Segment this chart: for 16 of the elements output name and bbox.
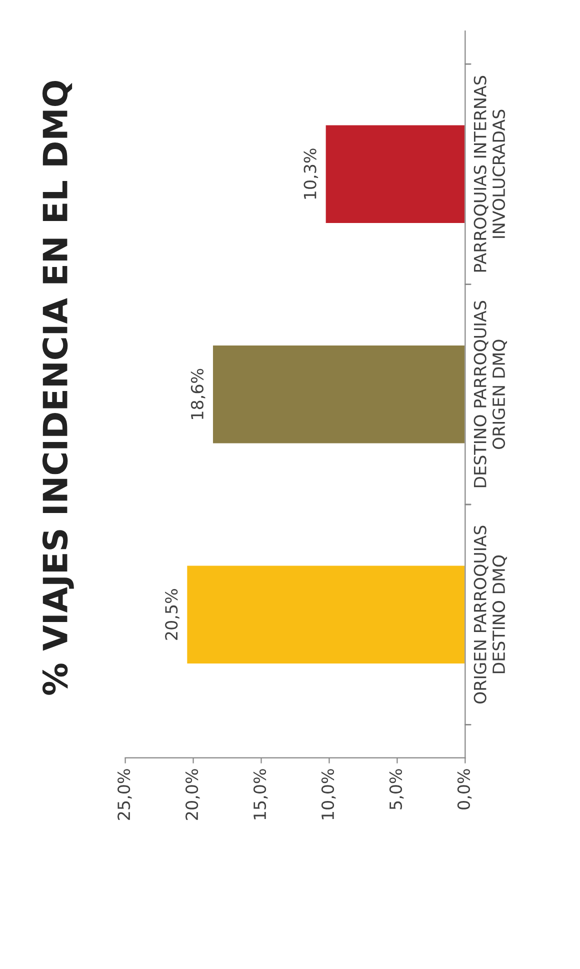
text: % VIAJES INCIDENCIA EN EL DMQ [42,80,74,695]
bar [186,564,466,665]
data-label: 18,6% [190,368,206,420]
data-label: 20,5% [165,589,180,640]
x-tick-label: 10,0% [321,769,336,820]
bar [212,344,466,445]
x-tick-label: 15,0% [253,769,268,820]
x-tick-label: 20,0% [185,769,200,820]
x-tick-label: 25,0% [118,769,132,820]
data-label: 10,3% [304,148,318,199]
y-tick-label: ORIGEN PARROQUIAS DESTINO DMQ [474,526,507,704]
bar [324,124,466,224]
y-tick-label: PARROQUIAS INTERNAS INVOLUCRADAS [474,76,506,272]
x-tick-label: 5,0% [389,769,404,810]
x-tick-label: 0,0% [457,769,472,810]
y-tick-label: DESTINO PARROQUIAS ORIGEN DMQ [474,300,507,488]
